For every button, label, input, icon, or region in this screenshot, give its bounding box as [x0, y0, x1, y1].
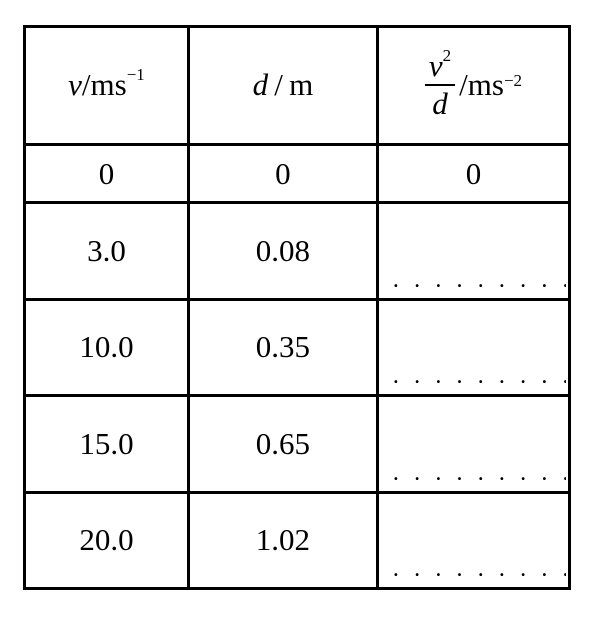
cell-velocity: 3.0: [23, 201, 190, 301]
table-row: 10.0 0.35 . . . . . . . . . . .: [23, 297, 572, 398]
header-row: v/ms−1 d / m v2 d / ms −2: [23, 25, 572, 146]
header-ratio-denominator-var: d: [432, 86, 448, 122]
header-velocity-slash: /: [81, 67, 91, 103]
header-ratio-numerator-exponent: 2: [442, 46, 452, 66]
cell-ratio-blank[interactable]: . . . . . . . . . . .: [375, 297, 572, 398]
answer-dotted-line[interactable]: . . . . . . . . . . .: [392, 364, 566, 389]
header-distance-var: d: [252, 67, 269, 103]
header-distance-slash: /: [274, 67, 283, 103]
header-ratio-unit: ms: [467, 67, 504, 103]
header-ratio-fraction-group: v2 d / ms −2: [424, 46, 522, 122]
header-distance-unit: m: [289, 67, 314, 103]
header-ratio-denominator: d: [428, 86, 452, 122]
answer-dotted-line[interactable]: . . . . . . . . . . .: [392, 557, 566, 581]
header-ratio: v2 d / ms −2: [375, 25, 572, 146]
header-ratio-numerator: v2: [424, 46, 456, 87]
cell-distance: 1.02: [186, 490, 379, 591]
table-row: 0 0 0: [23, 142, 572, 205]
cell-distance: 0.65: [186, 394, 379, 494]
cell-velocity: 10.0: [23, 297, 190, 398]
cell-ratio-blank[interactable]: . . . . . . . . . . .: [375, 490, 572, 591]
cell-ratio-blank[interactable]: . . . . . . . . . . .: [375, 394, 572, 494]
header-velocity: v/ms−1: [23, 25, 190, 146]
header-velocity-var: v: [68, 67, 82, 103]
answer-dotted-line[interactable]: . . . . . . . . . . .: [392, 460, 566, 485]
cell-velocity: 20.0: [23, 490, 190, 591]
table-row: 20.0 1.02 . . . . . . . . . . .: [23, 490, 572, 591]
cell-ratio-blank[interactable]: . . . . . . . . . . .: [375, 201, 572, 301]
cell-distance: 0: [186, 142, 379, 205]
table-row: 3.0 0.08 . . . . . . . . . . .: [23, 201, 572, 301]
table-row: 15.0 0.65 . . . . . . . . . . .: [23, 394, 572, 494]
cell-velocity: 0: [23, 142, 190, 205]
cell-distance: 0.08: [186, 201, 379, 301]
cell-ratio: 0: [375, 142, 572, 205]
header-ratio-slash: /: [459, 67, 468, 103]
cell-velocity: 15.0: [23, 394, 190, 494]
header-ratio-numerator-var: v: [428, 48, 443, 84]
header-velocity-unit: ms: [90, 67, 127, 103]
header-ratio-fraction: v2 d: [424, 46, 456, 122]
answer-dotted-line[interactable]: . . . . . . . . . . .: [392, 267, 566, 292]
header-velocity-exponent: −1: [126, 65, 145, 85]
header-distance: d / m: [186, 25, 379, 146]
data-table: v/ms−1 d / m v2 d / ms −2 0 0 0 3.0 0.08 .…: [23, 25, 572, 591]
cell-distance: 0.35: [186, 297, 379, 398]
